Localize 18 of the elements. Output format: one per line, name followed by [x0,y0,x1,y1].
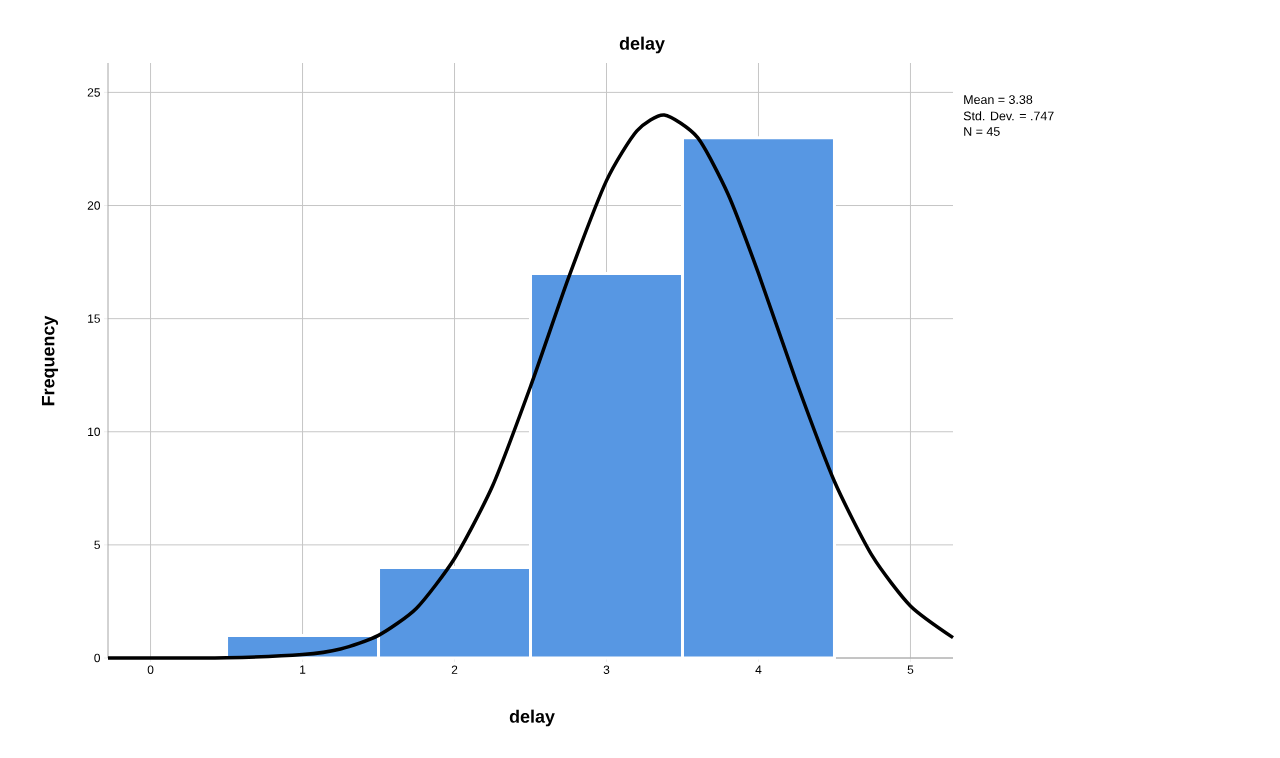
x-tick-label: 5 [907,665,914,674]
chart-title: delay [619,36,665,54]
x-tick-label: 3 [603,665,610,674]
x-axis-title: delay [509,709,555,727]
y-tick-label: 0 [94,653,101,663]
text: Std. Dev. = .747 [963,111,1054,121]
x-tick-label: 2 [451,665,458,674]
y-tick-label: 5 [94,540,100,550]
y-tick-label: 10 [88,427,101,436]
x-tick-label: 4 [755,665,762,674]
y-tick-label: 20 [87,201,101,210]
x-tick-label: 1 [300,665,306,674]
text: N = 45 [964,127,1000,136]
text: Mean = 3.38 [964,95,1033,105]
y-tick-label: 25 [87,88,100,97]
x-tick-label: 0 [147,665,154,674]
y-tick-label: 15 [88,314,100,323]
y-axis-title: Frequency [41,315,59,406]
